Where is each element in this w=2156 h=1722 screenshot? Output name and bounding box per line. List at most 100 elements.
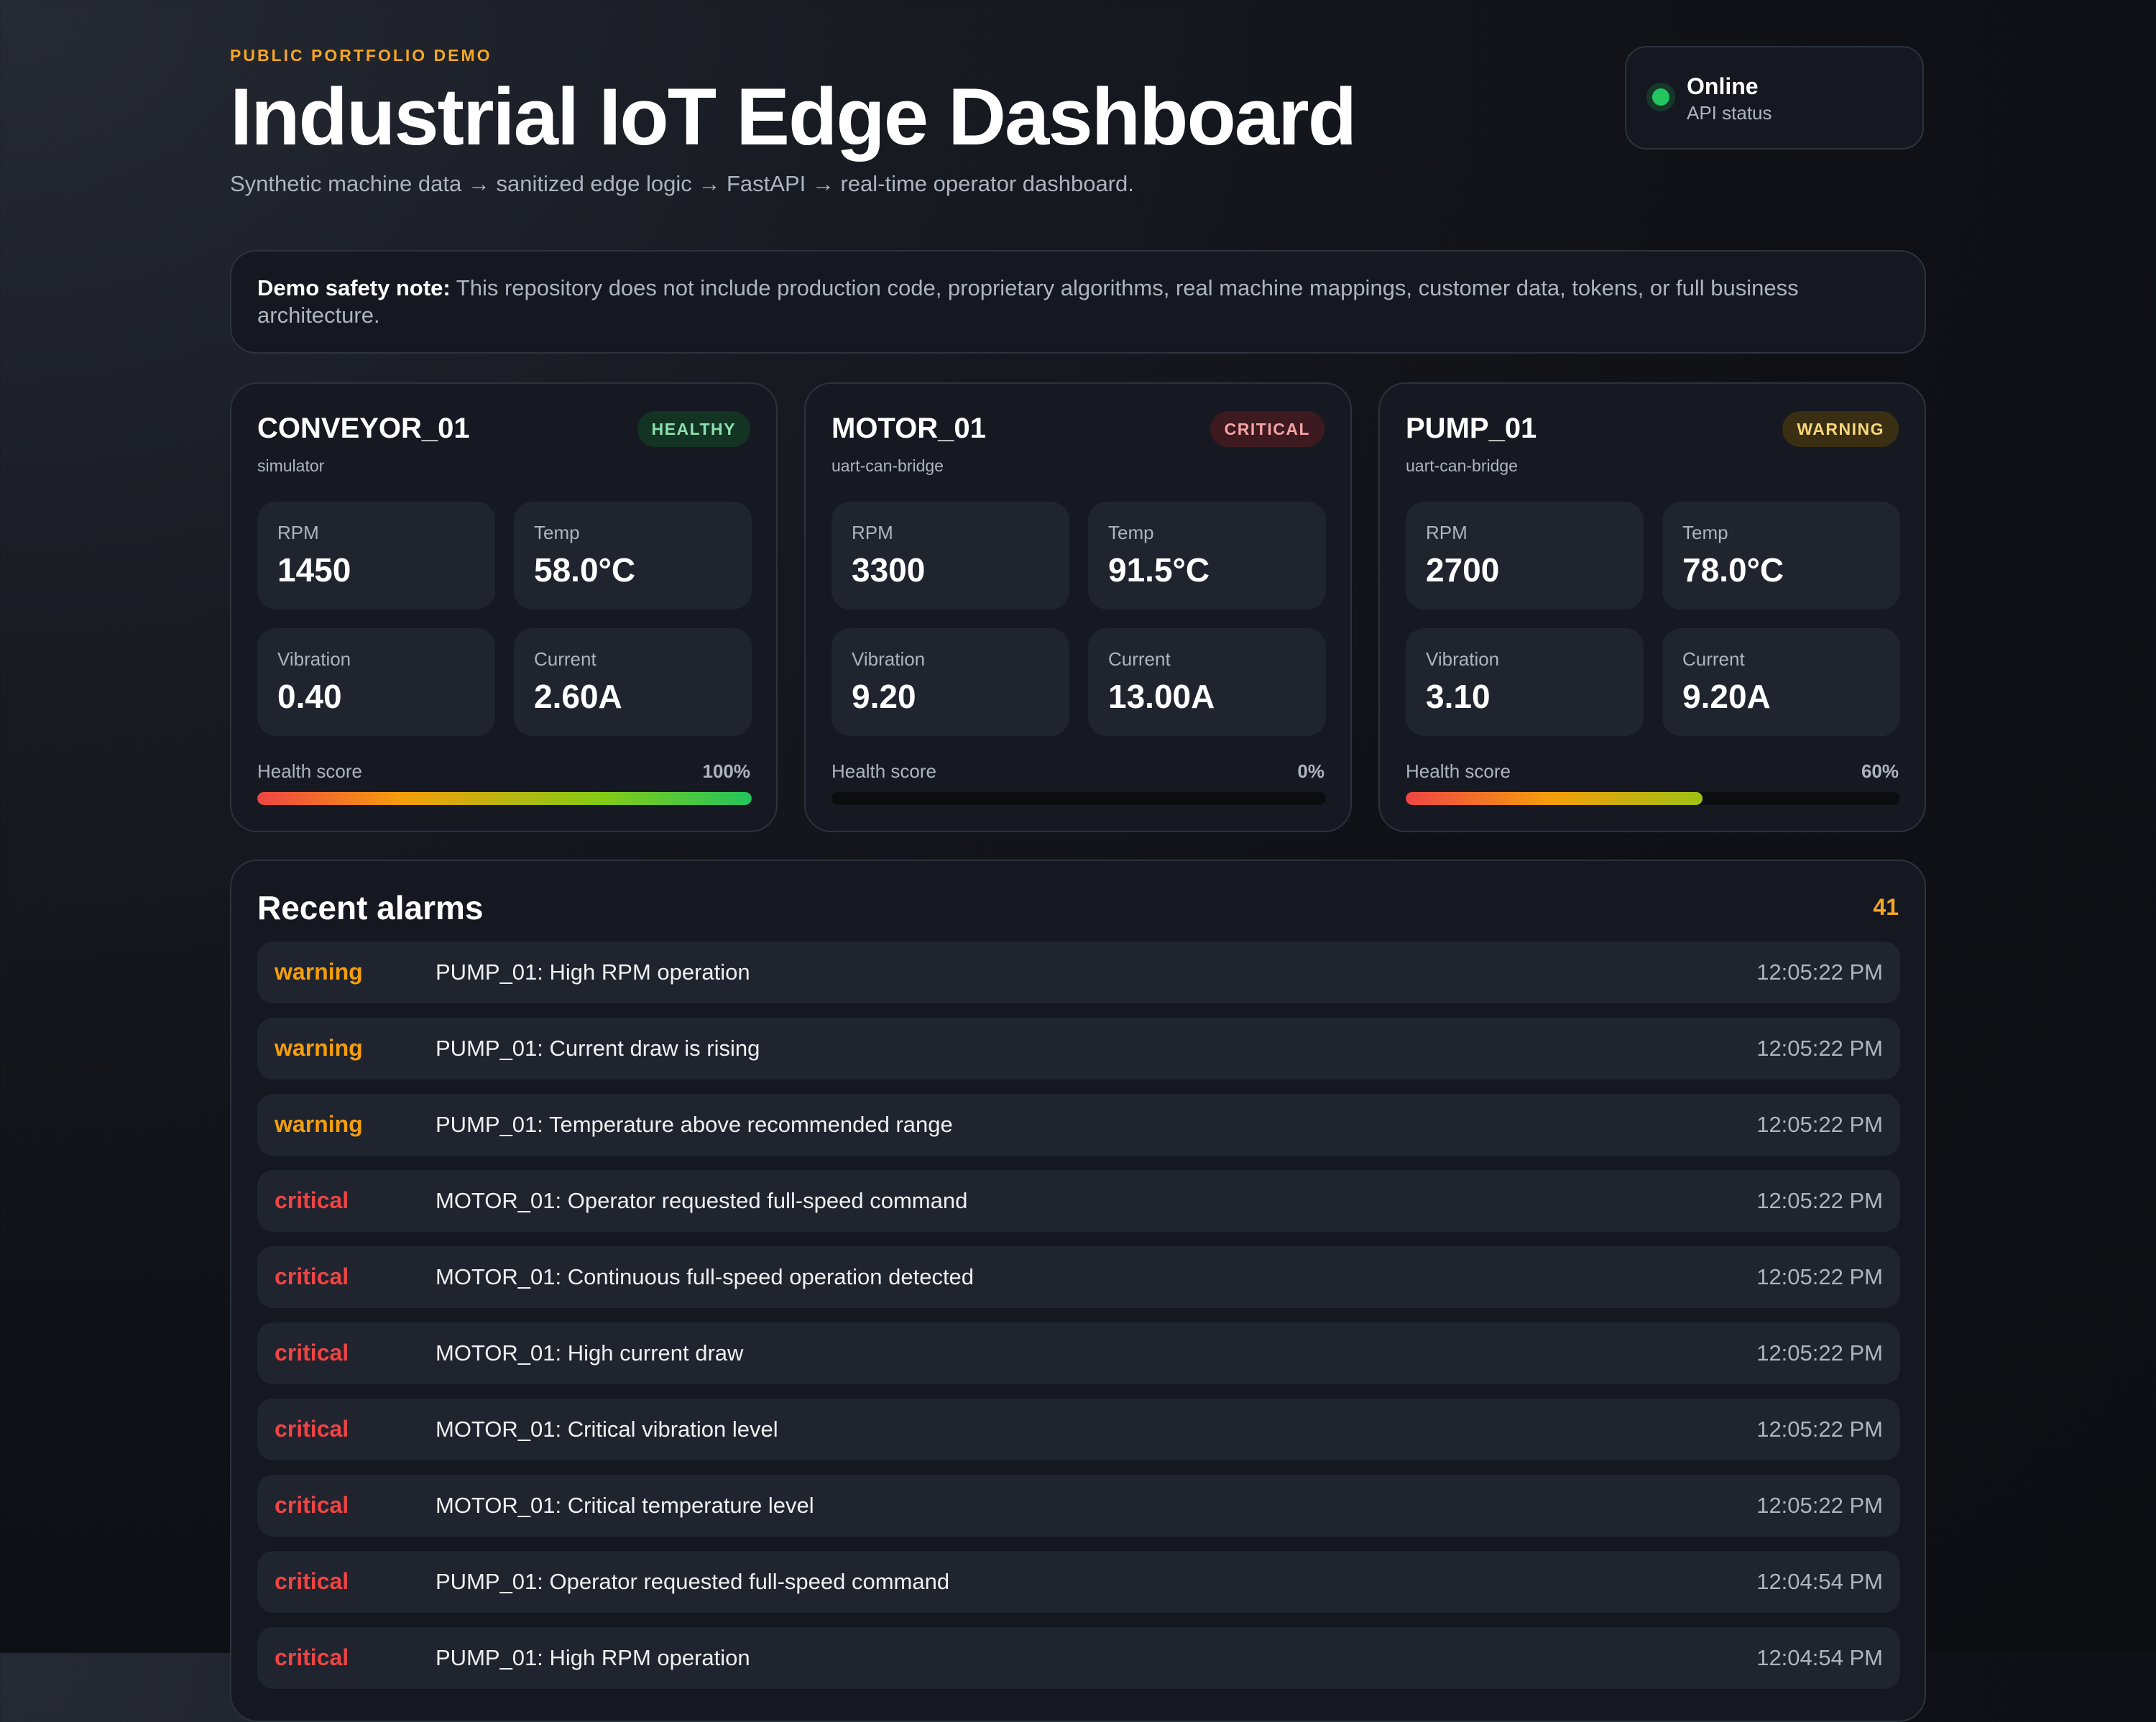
alarm-row: critical MOTOR_01: High current draw 12:05… [257, 1322, 1900, 1384]
health-score-bar [1406, 792, 1900, 805]
machine-source: uart-can-bridge [1406, 456, 1518, 475]
alarm-row: warning PUMP_01: Current draw is rising 12… [257, 1018, 1900, 1079]
alarm-message: MOTOR_01: Critical vibration level [436, 1417, 778, 1442]
machine-name: CONVEYOR_01 [257, 413, 470, 444]
metric-label: Temp [1108, 522, 1154, 543]
safety-note-text: This repository does not include product… [257, 275, 1799, 328]
alarm-severity: critical [275, 1492, 349, 1518]
alarm-row: critical MOTOR_01: Continuous full-speed … [257, 1246, 1900, 1308]
machine-card-pump: PUMP_01 uart-can-bridge WARNING RPM 2700… [1378, 382, 1926, 832]
alarm-message: PUMP_01: Temperature above recommended r… [436, 1112, 953, 1137]
metric-vibration: Vibration 9.20 [831, 628, 1069, 736]
alarm-message: PUMP_01: High RPM operation [436, 1645, 750, 1670]
metric-value: 58.0°C [534, 551, 636, 589]
alarm-row: critical MOTOR_01: Critical temperature l… [257, 1475, 1900, 1537]
alarm-severity: critical [275, 1416, 349, 1442]
metric-current: Current 9.20A [1662, 628, 1900, 736]
alarm-time: 12:05:22 PM [1756, 1036, 1883, 1061]
alarm-message: PUMP_01: Current draw is rising [436, 1036, 760, 1061]
api-status-sublabel: API status [1687, 102, 1772, 124]
metric-label: Vibration [1426, 648, 1500, 670]
status-badge: WARNING [1782, 411, 1899, 447]
metric-current: Current 13.00A [1088, 628, 1326, 736]
metric-value: 0.40 [277, 678, 342, 715]
alarms-title: Recent alarms [257, 889, 484, 926]
alarm-severity: warning [275, 959, 363, 985]
metric-label: Vibration [852, 648, 926, 670]
metric-label: Current [1108, 648, 1171, 670]
machine-name: MOTOR_01 [831, 413, 986, 444]
metric-label: Vibration [277, 648, 351, 670]
metric-label: Temp [1682, 522, 1728, 543]
metric-rpm: RPM 2700 [1406, 502, 1644, 609]
health-score-fill [1406, 792, 1703, 805]
page-subtitle: Synthetic machine data → sanitized edge … [230, 171, 1134, 196]
safety-note: Demo safety note: This repository does n… [230, 250, 1926, 354]
metric-temp: Temp 91.5°C [1088, 502, 1326, 609]
alarm-time: 12:05:22 PM [1756, 1417, 1883, 1442]
metric-label: RPM [277, 522, 319, 543]
alarm-severity: critical [275, 1340, 349, 1366]
alarm-severity: critical [275, 1644, 349, 1670]
alarm-time: 12:04:54 PM [1756, 1569, 1883, 1594]
metric-value: 13.00A [1108, 678, 1215, 715]
alarm-time: 12:05:22 PM [1756, 1493, 1883, 1518]
health-score-bar [257, 792, 752, 805]
health-score-value: 100% [702, 760, 751, 782]
api-status-card: Online API status [1625, 46, 1924, 149]
alarm-severity: critical [275, 1263, 349, 1289]
metric-value: 3300 [852, 551, 926, 589]
alarm-message: MOTOR_01: Continuous full-speed operatio… [436, 1264, 975, 1289]
safety-note-label: Demo safety note: [257, 275, 451, 300]
page-title: Industrial IoT Edge Dashboard [230, 72, 1357, 162]
metric-rpm: RPM 3300 [831, 502, 1069, 609]
health-score-label: Health score [831, 760, 936, 782]
health-score-value: 0% [1297, 760, 1325, 782]
alarm-row: critical MOTOR_01: Critical vibration lev… [257, 1399, 1900, 1460]
metric-vibration: Vibration 3.10 [1406, 628, 1644, 736]
machine-source: simulator [257, 456, 325, 475]
alarm-message: PUMP_01: High RPM operation [436, 959, 750, 985]
metric-temp: Temp 78.0°C [1662, 502, 1900, 609]
alarm-message: MOTOR_01: High current draw [436, 1340, 744, 1366]
metric-value: 1450 [277, 551, 351, 589]
metric-temp: Temp 58.0°C [514, 502, 752, 609]
metric-value: 3.10 [1426, 678, 1491, 715]
status-badge: HEALTHY [637, 411, 750, 447]
metric-vibration: Vibration 0.40 [257, 628, 495, 736]
metric-value: 9.20 [852, 678, 916, 715]
metric-label: Temp [534, 522, 580, 543]
status-badge: CRITICAL [1210, 411, 1325, 447]
metric-value: 78.0°C [1682, 551, 1784, 589]
alarm-row: critical PUMP_01: Operator requested full… [257, 1551, 1900, 1613]
alarms-count: 41 [1873, 894, 1899, 920]
machine-source: uart-can-bridge [831, 456, 944, 475]
machine-name: PUMP_01 [1406, 413, 1537, 444]
alarm-severity: warning [275, 1035, 363, 1061]
machine-card-motor: MOTOR_01 uart-can-bridge CRITICAL RPM 33… [804, 382, 1352, 832]
metric-rpm: RPM 1450 [257, 502, 495, 609]
alarm-severity: critical [275, 1187, 349, 1213]
alarm-time: 12:05:22 PM [1756, 1340, 1883, 1366]
metric-label: RPM [852, 522, 893, 543]
alarm-row: critical MOTOR_01: Operator requested ful… [257, 1170, 1900, 1232]
alarm-row: warning PUMP_01: Temperature above recomm… [257, 1094, 1900, 1156]
metric-label: Current [1682, 648, 1745, 670]
health-score-value: 60% [1861, 760, 1899, 782]
metric-value: 91.5°C [1108, 551, 1210, 589]
status-dot-icon [1652, 88, 1669, 106]
health-score-label: Health score [1406, 760, 1511, 782]
health-score-bar [831, 792, 1326, 805]
alarm-row: warning PUMP_01: High RPM operation 12:05:… [257, 941, 1900, 1003]
health-score-fill [257, 792, 752, 805]
metric-label: RPM [1426, 522, 1468, 543]
metric-current: Current 2.60A [514, 628, 752, 736]
eyebrow-label: PUBLIC PORTFOLIO DEMO [230, 46, 492, 65]
metric-value: 2700 [1426, 551, 1500, 589]
metric-value: 9.20A [1682, 678, 1771, 715]
alarm-time: 12:05:22 PM [1756, 1264, 1883, 1289]
alarm-time: 12:05:22 PM [1756, 959, 1883, 985]
metric-label: Current [534, 648, 596, 670]
alarm-message: MOTOR_01: Operator requested full-speed … [436, 1188, 968, 1213]
alarm-severity: warning [275, 1111, 363, 1137]
